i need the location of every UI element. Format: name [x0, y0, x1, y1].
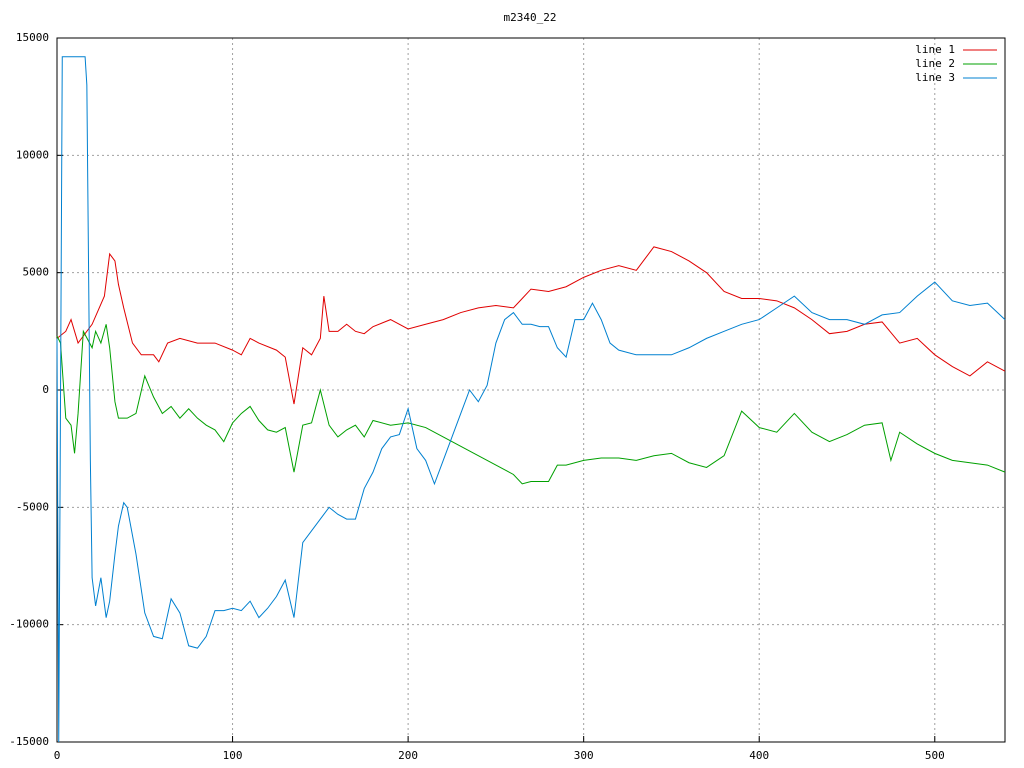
y-tick-label: 10000: [16, 148, 49, 161]
legend-label: line 3: [915, 71, 955, 84]
data-line: [56, 246, 1006, 405]
data-line: [56, 56, 1006, 743]
y-tick-label: 15000: [16, 31, 49, 44]
chart-title: m2340_22: [504, 11, 557, 24]
legend-label: line 1: [915, 43, 955, 56]
x-tick-label: 500: [925, 749, 945, 762]
y-tick-label: -10000: [9, 618, 49, 631]
x-tick-label: 200: [398, 749, 418, 762]
x-tick-label: 0: [54, 749, 61, 762]
legend-label: line 2: [915, 57, 955, 70]
x-tick-label: 400: [749, 749, 769, 762]
y-tick-label: -5000: [16, 500, 49, 513]
y-tick-label: 0: [42, 383, 49, 396]
y-tick-label: -15000: [9, 735, 49, 748]
x-tick-label: 100: [223, 749, 243, 762]
x-tick-label: 300: [574, 749, 594, 762]
y-tick-label: 5000: [23, 266, 50, 279]
data-line: [56, 324, 1006, 485]
